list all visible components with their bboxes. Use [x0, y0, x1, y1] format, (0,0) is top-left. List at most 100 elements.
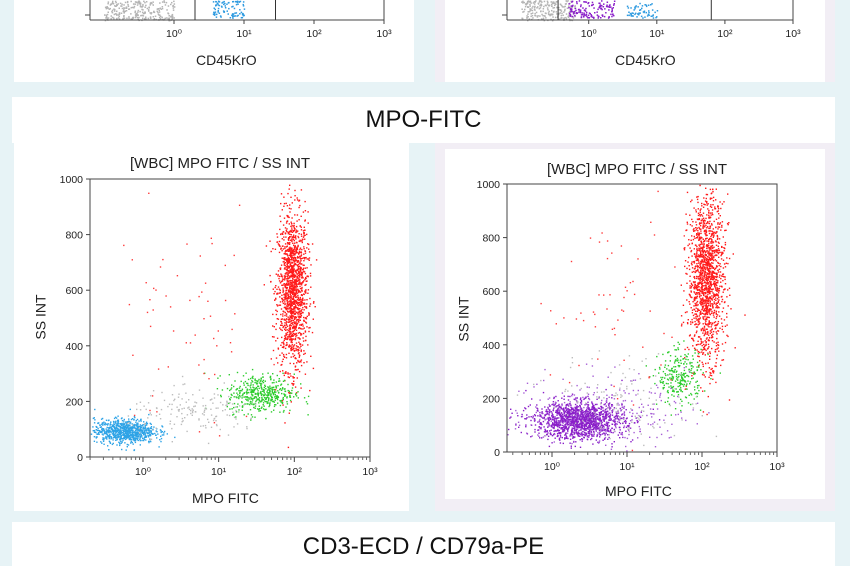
data-point	[292, 376, 294, 378]
data-point	[307, 414, 309, 416]
data-point	[296, 322, 299, 324]
data-point	[293, 300, 295, 303]
data-point	[603, 3, 605, 5]
data-point	[299, 285, 301, 288]
data-point	[161, 1, 164, 3]
data-point	[287, 239, 290, 241]
data-point	[243, 392, 245, 394]
data-point	[694, 287, 696, 289]
data-point	[288, 223, 290, 225]
data-point	[701, 349, 703, 351]
data-point	[708, 232, 711, 235]
data-point	[306, 315, 308, 318]
data-point	[703, 244, 705, 246]
data-point	[610, 13, 612, 16]
data-point	[278, 380, 280, 382]
data-point	[228, 414, 231, 417]
data-point	[224, 5, 226, 7]
data-point	[110, 436, 113, 438]
data-point	[294, 325, 296, 327]
data-point	[118, 425, 121, 427]
data-point	[296, 261, 298, 263]
data-point	[153, 287, 155, 290]
data-point	[171, 403, 173, 406]
data-point	[705, 320, 707, 323]
section-title-mpo: MPO-FITC	[365, 106, 482, 133]
data-point	[698, 276, 700, 278]
data-point	[712, 314, 715, 316]
data-point	[112, 3, 115, 5]
data-point	[300, 313, 302, 315]
data-point	[529, 3, 531, 6]
data-point	[695, 275, 698, 278]
data-point	[704, 340, 706, 342]
data-point	[273, 409, 275, 411]
data-point	[702, 278, 704, 281]
data-point	[247, 413, 249, 415]
data-point	[284, 299, 286, 301]
data-point	[705, 289, 708, 291]
data-point	[281, 360, 284, 363]
data-point	[287, 373, 289, 375]
data-point	[696, 269, 699, 272]
data-point	[287, 259, 289, 261]
data-point	[701, 288, 703, 290]
data-point	[242, 15, 245, 17]
data-point	[125, 425, 127, 427]
data-point	[113, 8, 115, 10]
data-point	[213, 11, 215, 14]
data-point	[282, 284, 284, 286]
data-point	[628, 11, 630, 13]
data-point	[711, 299, 713, 301]
data-point	[288, 345, 290, 347]
data-point	[158, 16, 161, 19]
data-point	[300, 299, 302, 301]
data-point	[103, 432, 105, 435]
data-point	[106, 16, 108, 19]
data-point	[290, 348, 292, 350]
data-point	[215, 415, 217, 418]
data-point	[691, 264, 693, 266]
data-point	[239, 385, 241, 388]
data-point	[717, 347, 719, 349]
data-point	[204, 282, 207, 284]
data-point	[695, 270, 697, 272]
data-point	[214, 13, 216, 15]
data-point	[303, 229, 306, 231]
data-point	[250, 384, 252, 386]
data-point	[216, 424, 218, 427]
data-point	[135, 15, 137, 18]
data-point	[136, 437, 138, 439]
data-point	[173, 384, 175, 387]
data-point	[93, 422, 96, 424]
data-point	[240, 380, 242, 383]
data-point	[145, 282, 147, 284]
data-point	[286, 305, 288, 307]
data-point	[697, 266, 699, 268]
data-point	[295, 247, 297, 249]
data-point	[295, 300, 297, 302]
data-point	[289, 288, 291, 290]
data-point	[704, 305, 706, 307]
data-point	[535, 0, 537, 2]
data-point	[279, 301, 282, 303]
data-point	[309, 272, 312, 275]
data-point	[289, 336, 291, 338]
data-point	[713, 316, 715, 318]
data-point	[570, 15, 573, 18]
data-point	[290, 303, 293, 306]
data-point	[169, 423, 171, 425]
data-point	[193, 405, 195, 408]
data-point	[580, 16, 583, 19]
data-point	[254, 403, 257, 405]
data-point	[290, 236, 292, 238]
data-point	[303, 260, 305, 262]
data-point	[260, 400, 262, 402]
data-point	[721, 203, 724, 205]
data-point	[606, 4, 608, 6]
data-point	[170, 413, 172, 415]
data-point	[543, 0, 546, 3]
data-point	[288, 319, 290, 321]
data-point	[233, 416, 236, 419]
data-point	[529, 5, 531, 7]
